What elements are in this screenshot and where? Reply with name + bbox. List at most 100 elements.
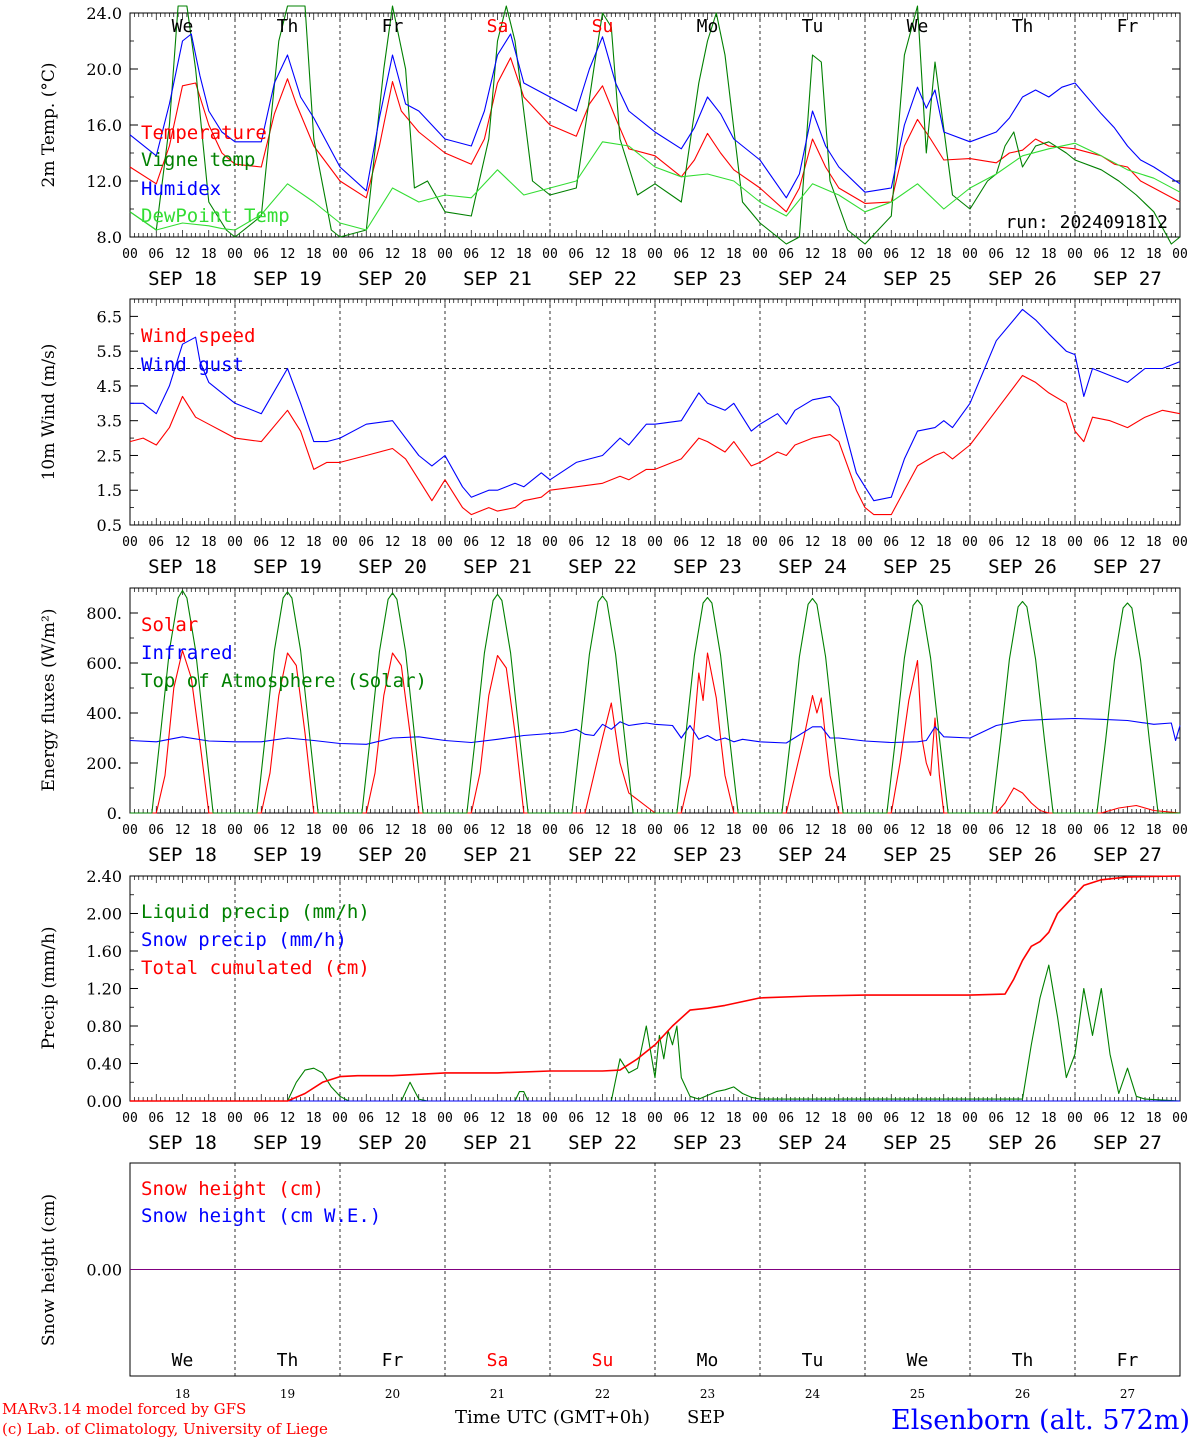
hour-label: 00	[1067, 823, 1083, 838]
hour-label: 00	[1067, 247, 1083, 262]
hour-label: 00	[332, 247, 348, 262]
hour-label: 18	[306, 535, 322, 550]
day-number-label: 19	[280, 1387, 295, 1401]
hour-label: 18	[831, 247, 847, 262]
day-of-week-label: Su	[592, 16, 614, 37]
date-label: SEP 23	[673, 556, 742, 578]
hour-label: 18	[411, 1111, 427, 1126]
hour-label: 18	[411, 535, 427, 550]
hour-label: 06	[673, 823, 689, 838]
hour-label: 00	[752, 247, 768, 262]
hour-label: 12	[910, 247, 926, 262]
hour-label: 18	[831, 823, 847, 838]
hour-label: 06	[778, 1111, 794, 1126]
date-label: SEP 24	[778, 1132, 847, 1154]
hour-label: 18	[306, 247, 322, 262]
hour-label: 12	[805, 1111, 821, 1126]
hour-label: 12	[805, 247, 821, 262]
day-of-week-label: Su	[592, 1350, 614, 1371]
y-tick-label: 0.00	[86, 1092, 122, 1111]
hour-label: 18	[516, 1111, 532, 1126]
hour-label: 12	[1120, 247, 1136, 262]
date-label: SEP 26	[988, 844, 1057, 866]
day-number-label: 22	[595, 1387, 610, 1401]
day-of-week-label: We	[907, 16, 929, 37]
day-number-label: 23	[700, 1387, 715, 1401]
date-label: SEP 26	[988, 1132, 1057, 1154]
hour-label: 00	[1172, 535, 1188, 550]
hour-label: 18	[1146, 823, 1162, 838]
hour-label: 00	[1172, 1111, 1188, 1126]
legend-entry: Snow height (cm W.E.)	[141, 1205, 381, 1227]
hour-label: 00	[647, 823, 663, 838]
hour-label: 00	[122, 823, 138, 838]
date-label: SEP 18	[148, 1132, 217, 1154]
day-of-week-label: Fr	[1117, 16, 1139, 37]
hour-label: 06	[568, 1111, 584, 1126]
day-of-week-label: Tu	[802, 16, 824, 37]
hour-label: 18	[1041, 1111, 1057, 1126]
panel-snow: 0.00 Snow height (cm) Snow height (cm) Snow…	[39, 1162, 1181, 1377]
hour-label: 12	[385, 247, 401, 262]
y-tick-label: 16.0	[86, 116, 122, 135]
y-tick-label: 8.0	[97, 228, 122, 247]
y-tick-label: 0.5	[97, 516, 122, 535]
hour-label: 00	[332, 535, 348, 550]
date-label: SEP 21	[463, 268, 532, 290]
y-axis-label: 10m Wind (m/s)	[39, 344, 59, 481]
hour-label: 18	[1146, 1111, 1162, 1126]
y-tick-label: 1.60	[86, 942, 122, 961]
hour-label: 06	[778, 823, 794, 838]
hour-label: 06	[358, 1111, 374, 1126]
hour-label: 18	[726, 535, 742, 550]
hour-label: 18	[516, 247, 532, 262]
hour-label: 12	[700, 535, 716, 550]
hour-label: 18	[621, 1111, 637, 1126]
day-of-week-label: We	[172, 16, 194, 37]
hour-label: 18	[1041, 535, 1057, 550]
hour-label: 06	[148, 247, 164, 262]
day-of-week-label: We	[907, 1350, 929, 1371]
day-of-week-label: Fr	[382, 16, 404, 37]
y-tick-label: 0.40	[86, 1055, 122, 1074]
series-line-temp-3	[129, 141, 1181, 231]
hour-label: 12	[1120, 1111, 1136, 1126]
hour-label: 12	[1015, 1111, 1031, 1126]
date-label: SEP 26	[988, 268, 1057, 290]
y-tick-label: 2.00	[86, 905, 122, 924]
date-label: SEP 25	[883, 556, 952, 578]
panel-frame	[129, 587, 1181, 814]
legend-entry: Wind speed	[141, 325, 255, 347]
hour-label: 06	[253, 823, 269, 838]
hour-label: 06	[673, 535, 689, 550]
y-tick-label: 2.40	[86, 867, 122, 886]
hour-label: 00	[1067, 1111, 1083, 1126]
hour-label: 12	[490, 535, 506, 550]
date-label: SEP 21	[463, 844, 532, 866]
hour-label: 06	[1093, 1111, 1109, 1126]
legend-entry: Wind gust	[141, 354, 244, 376]
hour-label: 12	[595, 247, 611, 262]
hour-label: 12	[490, 1111, 506, 1126]
day-number-label: 21	[490, 1387, 505, 1401]
panel-temp: 8.0 12.0 16.0 20.0 24.0 2m Temp. (°C) Temperat…	[39, 4, 1188, 290]
series-line-temp-1	[129, 5, 1181, 245]
hour-label: 18	[201, 1111, 217, 1126]
hour-label: 06	[1093, 823, 1109, 838]
hour-label: 00	[962, 247, 978, 262]
date-label: SEP 22	[568, 556, 637, 578]
series-line-temp-2	[129, 33, 1181, 199]
day-of-week-label: Sa	[487, 16, 509, 37]
hour-label: 06	[883, 535, 899, 550]
hour-label: 18	[201, 823, 217, 838]
hour-label: 18	[621, 535, 637, 550]
panel-precip: 0.00 0.40 0.80 1.20 1.60 2.00 2.40 Precip (mm/h…	[39, 867, 1188, 1154]
hour-label: 06	[988, 247, 1004, 262]
hour-label: 00	[332, 1111, 348, 1126]
hour-label: 00	[857, 823, 873, 838]
x-axis-title: Time UTC (GMT+0h)	[455, 1407, 650, 1428]
hour-label: 00	[857, 247, 873, 262]
hour-label: 00	[647, 1111, 663, 1126]
series-line-energy-1	[129, 717, 1181, 745]
